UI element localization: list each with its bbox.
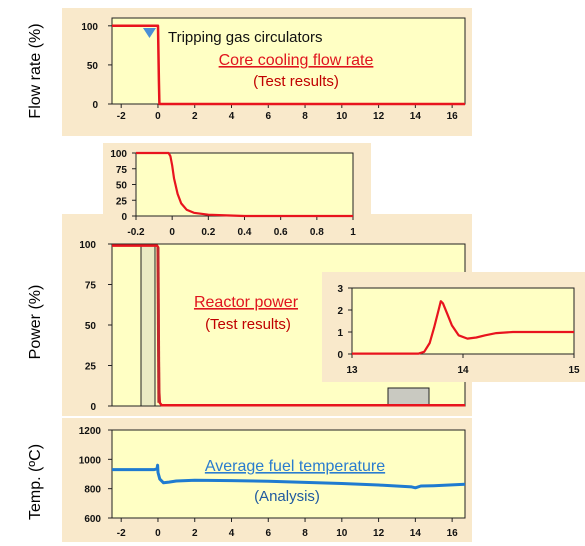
trip-marker-label: Tripping gas circulators [168, 29, 323, 46]
temperature-xtick-label: 6 [265, 528, 271, 539]
flow-xtick-label: 4 [229, 111, 235, 122]
power-annotation-sub: (Test results) [205, 316, 291, 333]
flow-xtick-label: 0 [155, 111, 161, 122]
flow_zoom-xtick-label: 0 [169, 227, 175, 238]
temperature-ytick-label: 1200 [79, 426, 102, 437]
flow_zoom-ytick-label: 100 [110, 149, 127, 160]
flow-ylabel: Flow rate (%) [27, 23, 44, 118]
temperature-annotation: Average fuel temperature [205, 458, 385, 475]
flow-series-line [112, 24, 465, 106]
flow_zoom-ytick-label: 25 [116, 196, 128, 207]
flow_zoom-ytick-label: 75 [116, 165, 128, 176]
temperature-series-line [112, 463, 466, 490]
flow_zoom-xtick-label: 0.8 [310, 227, 324, 238]
flow_zoom-xtick-label: 0.4 [238, 227, 252, 238]
power_zoom-ytick-label: 0 [337, 350, 343, 361]
flow-xtick-label: 8 [302, 111, 308, 122]
temperature-annotation-sub: (Analysis) [254, 488, 320, 505]
flow_zoom-ytick-label: 50 [116, 181, 128, 192]
power_zoom-xtick-label: 14 [457, 365, 469, 376]
flow-xtick-label: 2 [192, 111, 198, 122]
temperature-ytick-label: 1000 [79, 455, 102, 466]
power_zoom-xtick-label: 15 [568, 365, 580, 376]
temperature-xtick-label: 8 [302, 528, 308, 539]
flow_zoom-xtick-label: -0.2 [127, 227, 145, 238]
flow_zoom-xtick-label: 1 [350, 227, 356, 238]
flow-annotation-sub: (Test results) [253, 73, 339, 90]
temperature-xtick-label: 12 [373, 528, 385, 539]
power_zoom-series-line [352, 300, 574, 355]
power_zoom-ytick-label: 3 [337, 284, 343, 295]
temperature-ylabel: Temp. (ºC) [27, 444, 44, 520]
flow-ytick-label: 100 [81, 22, 98, 33]
power-annotation: Reactor power [194, 294, 299, 311]
power_zoom-xtick-label: 13 [346, 365, 358, 376]
temperature-ytick-label: 600 [84, 514, 101, 525]
flow-annotation: Core cooling flow rate [219, 52, 374, 69]
power-ytick-label: 50 [85, 321, 97, 332]
power-zoom-window-1 [140, 243, 156, 407]
power-ytick-label: 0 [90, 402, 96, 413]
flow-xtick-label: -2 [117, 111, 126, 122]
flow-ytick-label: 0 [92, 100, 98, 111]
flow-xtick-label: 12 [373, 111, 385, 122]
flow-xtick-label: 10 [336, 111, 348, 122]
power-zoom-window-2 [387, 387, 430, 407]
temperature-xtick-label: -2 [117, 528, 126, 539]
power-drop-line [156, 247, 161, 403]
flow_zoom-xtick-label: 0.6 [274, 227, 288, 238]
temperature-plot-area [111, 429, 466, 519]
temperature-xtick-label: 16 [447, 528, 459, 539]
flow-xtick-label: 16 [447, 111, 459, 122]
temperature-xtick-label: 14 [410, 528, 422, 539]
flow_zoom-series-line [136, 151, 353, 218]
flow_zoom-xtick-label: 0.2 [201, 227, 215, 238]
flow-zoom-plot-area [135, 152, 354, 217]
power_zoom-ytick-label: 2 [337, 306, 343, 317]
power-ytick-label: 25 [85, 362, 97, 373]
power-ylabel: Power (%) [27, 285, 44, 360]
temperature-xtick-label: 4 [229, 528, 235, 539]
power-ytick-label: 100 [79, 240, 96, 251]
temperature-xtick-label: 0 [155, 528, 161, 539]
series-layer [112, 24, 574, 490]
flow-xtick-label: 6 [265, 111, 271, 122]
power-zoom-plot-area [351, 287, 575, 355]
temperature-ytick-label: 800 [84, 485, 101, 496]
trip-marker-icon [143, 28, 156, 38]
flow-ytick-label: 50 [87, 61, 99, 72]
flow-xtick-label: 14 [410, 111, 422, 122]
flow-plot-area [111, 17, 466, 105]
flow_zoom-ytick-label: 0 [121, 212, 127, 223]
temperature-xtick-label: 10 [336, 528, 348, 539]
temperature-xtick-label: 2 [192, 528, 198, 539]
power_zoom-ytick-label: 1 [337, 328, 343, 339]
power-ytick-label: 75 [85, 281, 97, 292]
